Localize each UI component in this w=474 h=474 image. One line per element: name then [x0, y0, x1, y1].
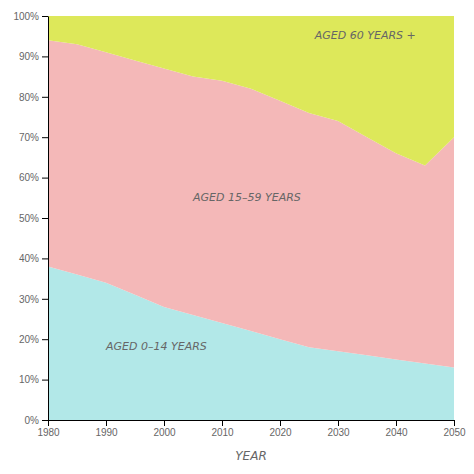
tick-mark — [42, 299, 48, 300]
tick-label: 0% — [25, 415, 40, 426]
tick-label: 2010 — [211, 427, 234, 438]
tick-label: 20% — [19, 334, 39, 345]
tick: 1990 — [95, 420, 118, 438]
axis-line — [49, 420, 455, 421]
tick: 20% — [19, 334, 48, 345]
tick: 2040 — [385, 420, 408, 438]
tick-label: 70% — [19, 132, 39, 143]
tick-mark — [48, 420, 49, 426]
tick: 100% — [13, 11, 48, 22]
tick: 60% — [19, 172, 48, 183]
tick-mark — [222, 420, 223, 426]
tick-mark — [42, 258, 48, 259]
tick-label: 2000 — [153, 427, 176, 438]
tick: 30% — [19, 294, 48, 305]
tick: 0% — [25, 415, 48, 426]
tick-mark — [454, 420, 455, 426]
tick: 2030 — [327, 420, 350, 438]
tick-mark — [396, 420, 397, 426]
tick-label: 10% — [19, 374, 39, 385]
tick-mark — [280, 420, 281, 426]
tick-mark — [42, 420, 48, 421]
tick: 90% — [19, 51, 48, 62]
tick: 2020 — [269, 420, 292, 438]
tick-label: 2030 — [327, 427, 350, 438]
tick-mark — [106, 420, 107, 426]
tick-mark — [42, 97, 48, 98]
area-label: AGED 15–59 YEARS — [192, 191, 301, 204]
tick-label: 60% — [19, 172, 39, 183]
tick-mark — [42, 178, 48, 179]
y-axis: 0% 10% 20% 30% 40% 50% 60% 70% 80% 90% 100% — [13, 11, 48, 426]
tick-label: 40% — [19, 253, 39, 264]
tick-label: 2050 — [443, 427, 466, 438]
tick-label: 1990 — [95, 427, 118, 438]
tick: 2000 — [153, 420, 176, 438]
tick-mark — [42, 16, 48, 17]
tick-label: 90% — [19, 51, 39, 62]
tick: 50% — [19, 213, 48, 224]
tick-mark — [338, 420, 339, 426]
tick: 70% — [19, 132, 48, 143]
tick-mark — [42, 218, 48, 219]
tick-label: 2040 — [385, 427, 408, 438]
tick-mark — [42, 56, 48, 57]
x-axis: 1980 1990 2000 2010 2020 2030 2040 2050 — [37, 420, 466, 438]
tick-mark — [42, 339, 48, 340]
tick-label: 1980 — [37, 427, 60, 438]
tick: 1980 — [37, 420, 60, 438]
tick: 80% — [19, 92, 48, 103]
tick: 2010 — [211, 420, 234, 438]
tick-label: 30% — [19, 294, 39, 305]
tick-mark — [164, 420, 165, 426]
axis-line — [48, 17, 49, 421]
tick: 10% — [19, 374, 48, 385]
area-label: AGED 60 YEARS + — [314, 29, 416, 42]
tick-mark — [42, 380, 48, 381]
tick-label: 100% — [13, 11, 39, 22]
tick-label: 50% — [19, 213, 39, 224]
tick: 2050 — [443, 420, 466, 438]
tick-label: 2020 — [269, 427, 292, 438]
tick-label: 80% — [19, 92, 39, 103]
x-axis-title: YEAR — [235, 449, 266, 463]
tick-mark — [42, 137, 48, 138]
annotations: AGED 0–14 YEARS AGED 15–59 YEARS AGED 60 Y… — [105, 29, 416, 353]
area — [48, 16, 454, 165]
tick: 40% — [19, 253, 48, 264]
chart: 1980 1990 2000 2010 2020 2030 2040 2050 0% 10% 20%… — [0, 0, 474, 474]
plot-area — [48, 16, 454, 420]
area-label: AGED 0–14 YEARS — [105, 340, 207, 353]
